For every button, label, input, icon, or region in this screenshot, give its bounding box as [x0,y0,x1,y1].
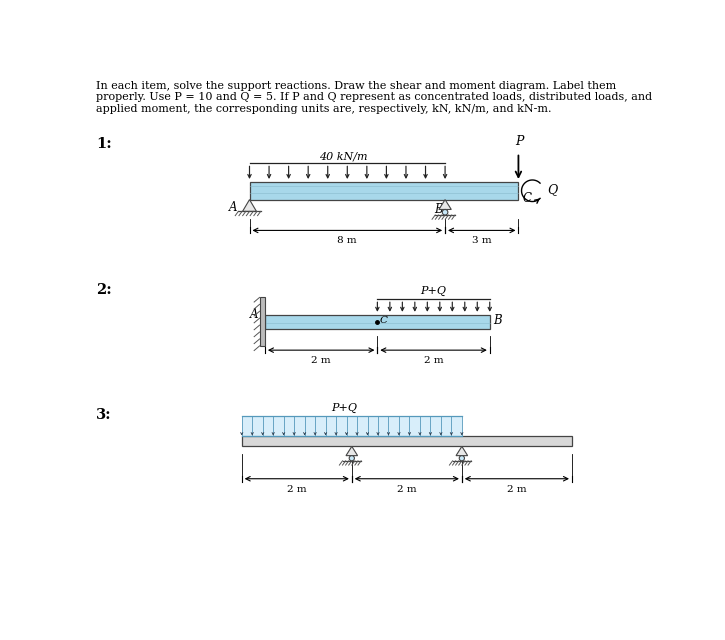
Bar [260,298,265,346]
Bar [241,436,572,447]
Text: applied moment, the corresponding units are, respectively, kN, kN/m, and kN-m.: applied moment, the corresponding units … [96,104,552,114]
Text: 2:: 2: [96,283,112,297]
Text: 8 m: 8 m [337,236,357,245]
Polygon shape [456,447,468,456]
Circle shape [442,209,448,215]
Text: 2 m: 2 m [507,484,526,493]
Circle shape [459,456,465,461]
Text: 2 m: 2 m [423,356,444,365]
Text: B: B [434,203,443,216]
Text: P: P [515,135,523,148]
Text: 2 m: 2 m [397,484,417,493]
Text: In each item, solve the support reactions. Draw the shear and moment diagram. La: In each item, solve the support reaction… [96,81,616,91]
Text: P+Q: P+Q [420,286,447,296]
Text: 3 m: 3 m [472,236,492,245]
Circle shape [349,456,355,461]
Text: 3:: 3: [96,408,112,422]
Polygon shape [346,447,357,456]
Text: Q: Q [547,182,558,196]
Text: C: C [380,316,388,325]
Bar [265,315,490,328]
Text: P+Q: P+Q [331,403,357,413]
Text: A: A [229,201,238,214]
Text: 1:: 1: [96,137,112,151]
Text: properly. Use P = 10 and Q = 5. If P and Q represent as concentrated loads, dist: properly. Use P = 10 and Q = 5. If P and… [96,92,653,102]
Text: 2 m: 2 m [287,484,307,493]
Text: 40 kN/m: 40 kN/m [319,151,368,161]
Bar [249,182,518,200]
Polygon shape [243,200,257,211]
Text: A: A [250,308,259,321]
Text: B: B [493,314,502,328]
Text: C: C [522,193,531,205]
Text: 2 m: 2 m [311,356,331,365]
Bar [241,415,462,436]
Polygon shape [439,200,451,209]
